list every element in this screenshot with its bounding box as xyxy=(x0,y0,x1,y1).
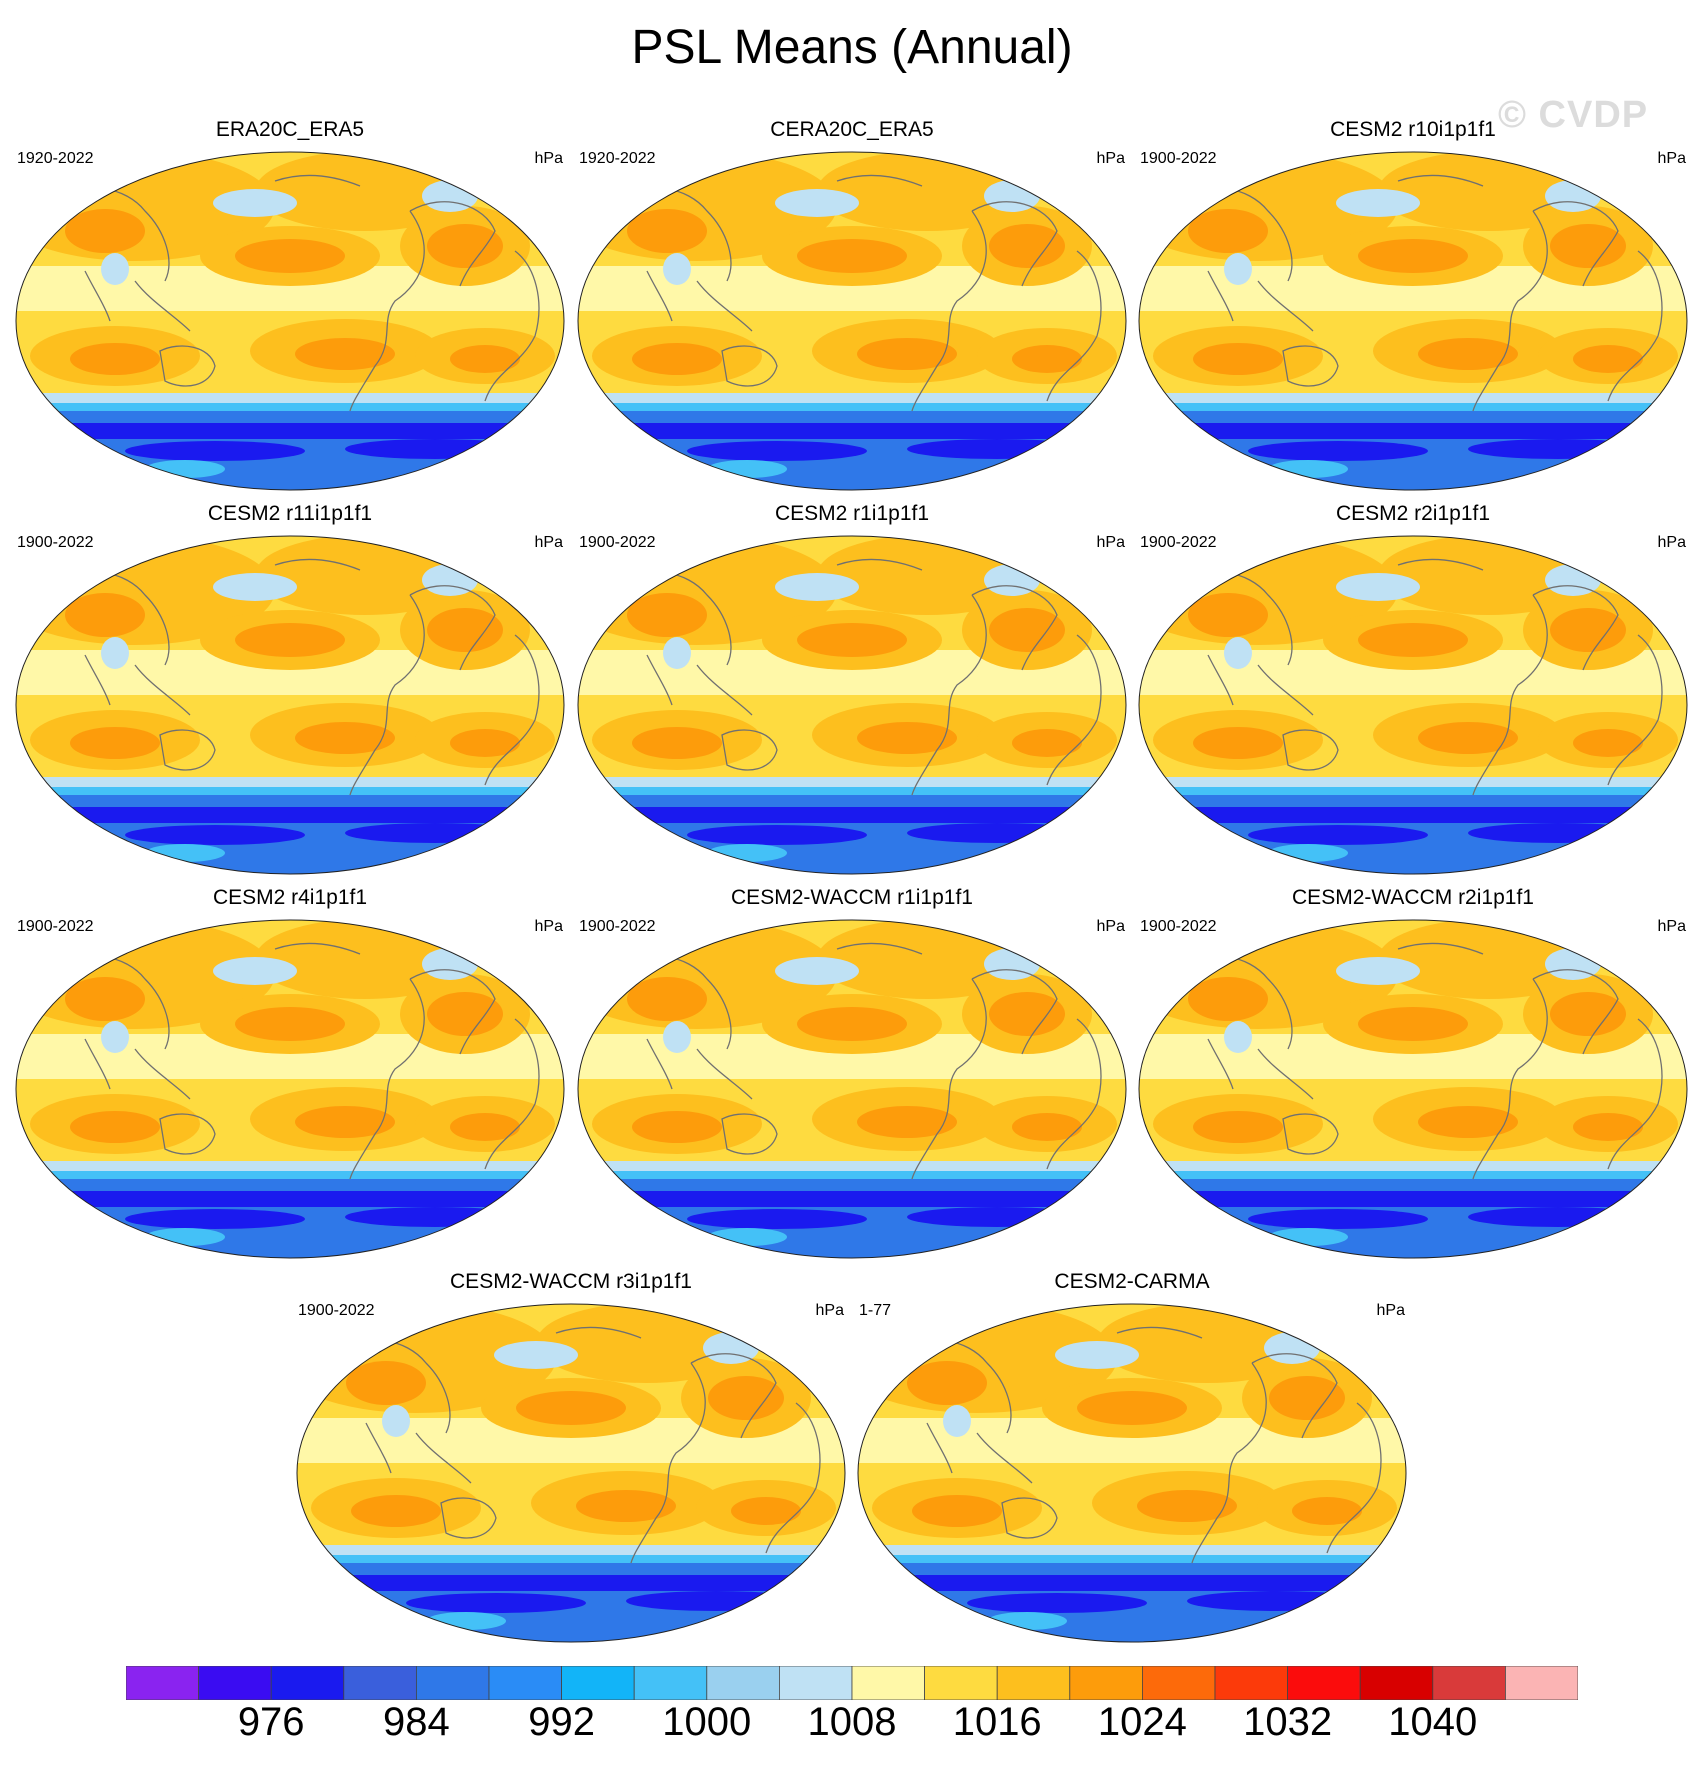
colorbar-swatch xyxy=(1505,1666,1578,1700)
panel-units: hPa xyxy=(534,534,563,551)
colorbar-swatch xyxy=(996,1666,1071,1700)
panel-units: hPa xyxy=(1657,534,1686,551)
panel-units: hPa xyxy=(1657,918,1686,935)
panel-years: 1920-2022 xyxy=(17,150,94,167)
panel-title: CESM2-WACCM r1i1p1f1 xyxy=(731,886,973,909)
colorbar-labels: 976 984 992 1000 1008 1016 1024 1032 1040 xyxy=(0,1700,1704,1760)
map-panel: CESM2 r2i1p1f1 1900-2022 hPa xyxy=(1138,502,1688,875)
colorbar-tick-label: 1032 xyxy=(1243,1700,1333,1744)
panel-years: 1-77 xyxy=(859,1302,892,1319)
map-panel: CESM2-WACCM r2i1p1f1 1900-2022 hPa xyxy=(1138,886,1688,1259)
panel-title: CESM2 r4i1p1f1 xyxy=(212,886,368,909)
map-panel-plot xyxy=(1138,151,1688,491)
panel-years: 1900-2022 xyxy=(579,534,656,551)
panel-years: 1900-2022 xyxy=(298,1302,375,1319)
map-panel: CESM2-WACCM r1i1p1f1 1900-2022 hPa xyxy=(577,886,1127,1259)
panel-years: 1900-2022 xyxy=(17,534,94,551)
panel-years: 1900-2022 xyxy=(1140,150,1217,167)
panel-title: CERA20C_ERA5 xyxy=(770,118,934,141)
colorbar-swatch xyxy=(415,1666,490,1700)
panel-years: 1900-2022 xyxy=(1140,534,1217,551)
map-panel-plot xyxy=(1138,535,1688,875)
panel-units: hPa xyxy=(534,918,563,935)
map-panel: CESM2 r4i1p1f1 1900-2022 hPa xyxy=(15,886,565,1259)
colorbar-swatch xyxy=(924,1666,998,1700)
colorbar-swatch xyxy=(1214,1666,1288,1700)
colorbar-swatch xyxy=(1287,1666,1361,1700)
map-panel: CESM2-CARMA 1-77 hPa xyxy=(857,1270,1407,1643)
panel-units: hPa xyxy=(1657,150,1686,167)
panel-units: hPa xyxy=(534,150,563,167)
colorbar-swatch xyxy=(779,1666,853,1700)
map-panel: CESM2 r11i1p1f1 1900-2022 hPa xyxy=(15,502,565,875)
colorbar-tick-label: 1040 xyxy=(1388,1700,1478,1744)
colorbar-swatch xyxy=(851,1666,925,1700)
map-panel-plot xyxy=(857,1303,1407,1643)
colorbar-swatch xyxy=(488,1666,562,1700)
colorbar-tick-label: 1000 xyxy=(662,1700,752,1744)
panel-years: 1900-2022 xyxy=(1140,918,1217,935)
panel-title: CESM2-WACCM r3i1p1f1 xyxy=(450,1270,692,1293)
colorbar-swatch xyxy=(126,1666,199,1700)
panel-title: CESM2 r10i1p1f1 xyxy=(1330,118,1496,141)
colorbar-tick-label: 984 xyxy=(383,1700,450,1744)
panel-title: CESM2-WACCM r2i1p1f1 xyxy=(1292,886,1534,909)
map-panel-plot xyxy=(577,151,1127,491)
map-panel-plot xyxy=(1138,919,1688,1259)
colorbar-tick-label: 992 xyxy=(528,1700,595,1744)
panel-title: CESM2 r1i1p1f1 xyxy=(774,502,930,525)
watermark: © CVDP xyxy=(1498,94,1649,136)
panel-years: 1900-2022 xyxy=(17,918,94,935)
panel-units: hPa xyxy=(1096,534,1125,551)
colorbar-swatch xyxy=(1359,1666,1434,1700)
colorbar-swatch xyxy=(1142,1666,1216,1700)
panel-title: CESM2-CARMA xyxy=(1054,1270,1210,1293)
map-panel: CERA20C_ERA5 1920-2022 hPa xyxy=(577,118,1127,491)
colorbar xyxy=(126,1666,1578,1700)
colorbar-swatch xyxy=(270,1666,345,1700)
map-panel-plot xyxy=(577,535,1127,875)
colorbar-swatch xyxy=(1069,1666,1143,1700)
colorbar-tick-label: 1008 xyxy=(807,1700,897,1744)
colorbar-tick-label: 1016 xyxy=(952,1700,1042,1744)
colorbar-swatch xyxy=(633,1666,708,1700)
colorbar-swatch xyxy=(198,1666,272,1700)
map-panel-plot xyxy=(296,1303,846,1643)
map-panel-plot xyxy=(15,151,565,491)
panel-units: hPa xyxy=(1096,150,1125,167)
map-panel: CESM2 r10i1p1f1 1900-2022 hPa xyxy=(1138,118,1688,491)
map-panel-plot xyxy=(577,919,1127,1259)
panel-years: 1920-2022 xyxy=(579,150,656,167)
colorbar-swatch xyxy=(343,1666,417,1700)
panel-units: hPa xyxy=(1096,918,1125,935)
map-panel: ERA20C_ERA5 1920-2022 hPa xyxy=(15,118,565,491)
figure-title: PSL Means (Annual) xyxy=(631,21,1073,74)
map-panel: CESM2-WACCM r3i1p1f1 1900-2022 hPa xyxy=(296,1270,846,1643)
colorbar-tick-label: 1024 xyxy=(1097,1700,1187,1744)
panel-title: CESM2 r11i1p1f1 xyxy=(207,502,373,525)
map-panel: CESM2 r1i1p1f1 1900-2022 hPa xyxy=(577,502,1127,875)
colorbar-swatch xyxy=(1432,1666,1506,1700)
panel-title: CESM2 r2i1p1f1 xyxy=(1335,502,1491,525)
panel-title: ERA20C_ERA5 xyxy=(215,118,365,141)
map-panel-plot xyxy=(15,535,565,875)
panel-units: hPa xyxy=(1376,1302,1405,1319)
panel-years: 1900-2022 xyxy=(579,918,656,935)
colorbar-swatch xyxy=(561,1666,635,1700)
colorbar-tick-label: 976 xyxy=(237,1700,305,1744)
panel-units: hPa xyxy=(815,1302,844,1319)
map-panel-plot xyxy=(15,919,565,1259)
colorbar-swatch xyxy=(706,1666,780,1700)
